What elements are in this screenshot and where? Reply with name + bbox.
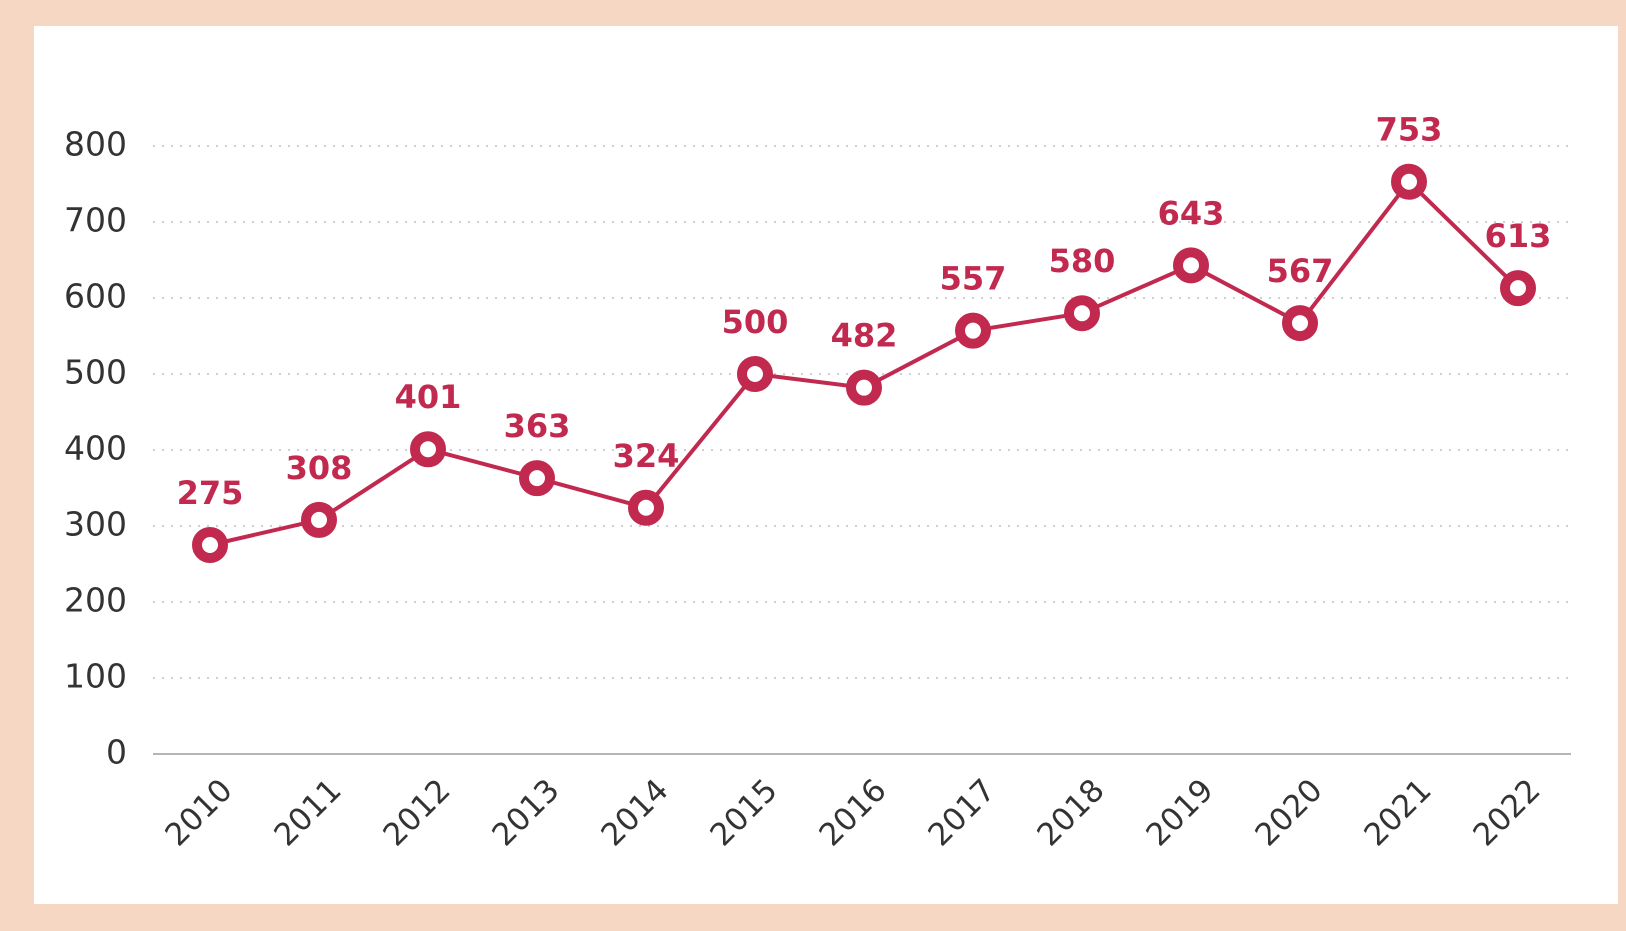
point: [1391, 163, 1427, 200]
point: [192, 527, 228, 563]
y-tick-label: 0: [106, 733, 127, 772]
y-tick-label: 100: [64, 657, 127, 696]
y-tick-label: 300: [64, 505, 127, 544]
data-label: 482: [831, 317, 898, 355]
data-label: 580: [1049, 242, 1116, 280]
data-label: 308: [286, 449, 353, 487]
point: [628, 489, 664, 526]
y-tick-label: 400: [64, 429, 127, 468]
data-label: 363: [504, 407, 571, 445]
point: [519, 460, 555, 497]
data-label: 401: [395, 378, 462, 416]
y-tick-label: 500: [64, 353, 127, 392]
data-label: 567: [1267, 252, 1334, 290]
y-tick-label: 200: [64, 581, 127, 620]
data-label: 643: [1158, 194, 1225, 232]
point: [1064, 295, 1100, 332]
point: [955, 312, 991, 349]
y-tick-label: 800: [64, 125, 127, 164]
data-label: 275: [177, 474, 244, 512]
point: [846, 369, 882, 406]
data-label: 613: [1485, 217, 1552, 255]
y-tick-label: 700: [64, 201, 127, 240]
point: [301, 501, 337, 538]
point: [410, 431, 446, 468]
data-label: 557: [940, 260, 1007, 298]
chart-panel: [34, 26, 1618, 904]
y-tick-label: 600: [64, 277, 127, 316]
point: [1500, 270, 1536, 307]
data-label: 324: [613, 437, 680, 475]
point: [1173, 247, 1209, 284]
point: [737, 356, 773, 392]
point: [1282, 305, 1318, 342]
data-label: 753: [1376, 111, 1443, 149]
data-label: 500: [722, 303, 789, 341]
